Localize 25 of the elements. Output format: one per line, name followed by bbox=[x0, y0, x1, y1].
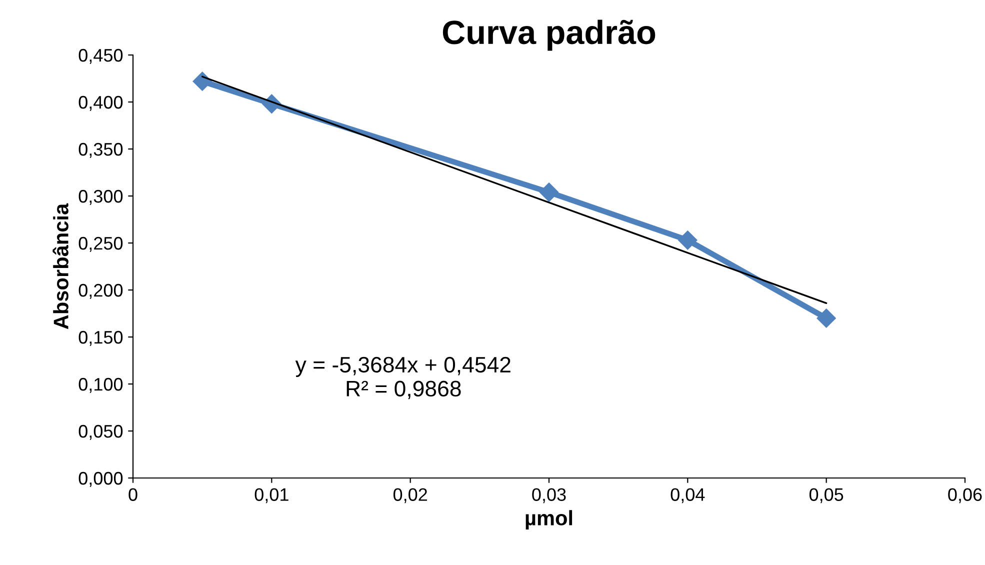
point bbox=[539, 182, 559, 202]
annotation: y = -5,3684x + 0,4542 R² = 0,9868 bbox=[295, 356, 510, 400]
x-tick-label: 0,06 bbox=[948, 488, 982, 504]
y-tick-label: 0,100 bbox=[78, 378, 123, 393]
y-tick-label: 0,350 bbox=[78, 142, 123, 158]
x-tick-label: 0,04 bbox=[670, 488, 705, 504]
point bbox=[192, 72, 212, 91]
y-axis-title: Absorbância bbox=[52, 203, 68, 330]
y-tick-label: 0,250 bbox=[78, 236, 123, 252]
x-tick-label: 0,01 bbox=[254, 488, 288, 504]
y-tick-label: 0,450 bbox=[78, 48, 123, 64]
point bbox=[816, 308, 836, 328]
x-tick-label: 0,02 bbox=[393, 488, 427, 504]
x-axis-title: µmol bbox=[526, 510, 572, 530]
x-tick-label: 0,05 bbox=[809, 488, 844, 504]
y-tick-label: 0,050 bbox=[78, 424, 123, 440]
y-tick-label: 0,200 bbox=[78, 284, 123, 299]
chart-title: Curva padrão bbox=[442, 20, 656, 51]
y-tick-label: 0,000 bbox=[78, 472, 123, 487]
x-tick-label: 0 bbox=[128, 488, 138, 501]
point bbox=[678, 230, 698, 250]
y-tick-label: 0,300 bbox=[78, 190, 123, 205]
x-tick-label: 0,03 bbox=[532, 488, 566, 504]
y-tick-label: 0,400 bbox=[78, 96, 123, 111]
y-tick-label: 0,150 bbox=[78, 330, 123, 346]
